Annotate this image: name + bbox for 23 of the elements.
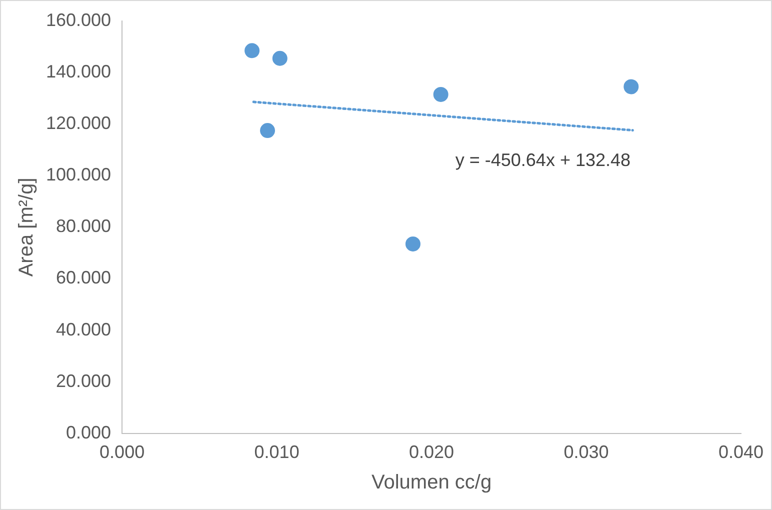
y-axis-title: Area [m²/g] — [16, 178, 38, 277]
point — [260, 123, 276, 138]
y-tick-label: 60.000 — [56, 268, 112, 288]
point — [433, 86, 448, 102]
y-tick-label: 140.000 — [46, 62, 112, 82]
point — [624, 79, 639, 94]
x-tick-label: 0.020 — [409, 442, 454, 462]
y-tick-label: 80.000 — [56, 216, 112, 236]
y-tick-label: 20.000 — [56, 370, 112, 391]
y-tick-label: 160.000 — [46, 10, 112, 30]
y-tick-label: 100.000 — [46, 164, 112, 185]
x-axis-title: Volumen cc/g — [371, 472, 492, 494]
x-tick-label: 0.000 — [100, 442, 145, 462]
x-tick-label: 0.040 — [718, 442, 764, 462]
annotation: y = -450.64x + 132.48 — [455, 150, 631, 170]
x-tick-label: 0.010 — [254, 442, 300, 462]
x-tick-label: 0.030 — [564, 442, 609, 462]
y-tick-label: 40.000 — [56, 319, 112, 340]
y-tick-label: 0.000 — [66, 422, 112, 442]
point — [244, 43, 260, 58]
point — [272, 50, 288, 66]
point — [405, 236, 420, 252]
y-tick-label: 120.000 — [46, 113, 112, 134]
